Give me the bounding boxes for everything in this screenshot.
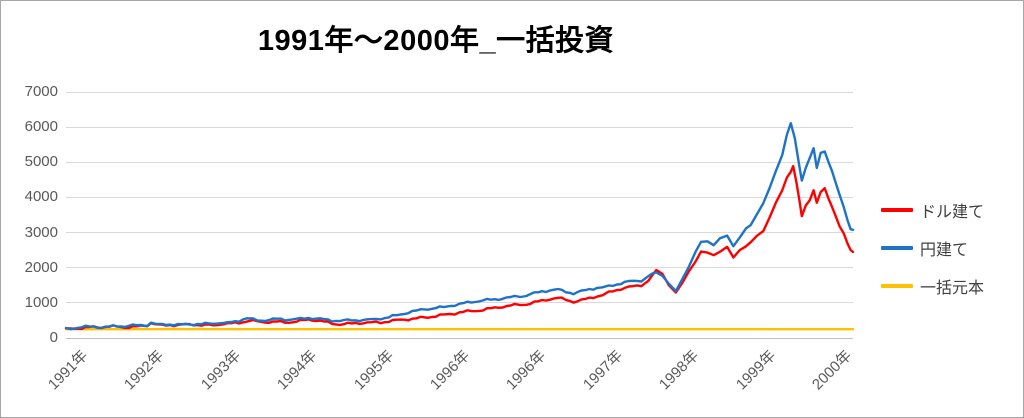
y-tick-label: 4000 <box>24 188 58 206</box>
x-tick-label: 2000年 <box>808 347 856 394</box>
x-tick-label: 1991年 <box>44 347 92 394</box>
x-tick-label: 1999年 <box>732 347 779 394</box>
gridline <box>66 91 853 93</box>
gridline <box>66 196 853 198</box>
series-lines <box>64 122 855 331</box>
legend-item-label: ドル建て <box>920 204 985 221</box>
gridline <box>66 232 853 234</box>
y-tick-label: 7000 <box>24 83 58 100</box>
gridline <box>66 161 853 163</box>
legend-line-swatch <box>881 208 913 212</box>
y-tick-label: 5000 <box>24 153 58 171</box>
x-tick-label: 1994年 <box>274 347 321 394</box>
y-tick-label: 2000 <box>24 258 58 276</box>
x-axis-line <box>66 337 853 339</box>
y-tick-label: 6000 <box>24 118 58 136</box>
legend-item: 一括元本 <box>881 275 1021 297</box>
x-tick-label: 1995年 <box>350 347 397 394</box>
x-tick-label: 1993年 <box>197 347 244 394</box>
legend-item-label: 円建て <box>920 242 969 259</box>
legend-item: ドル建て <box>881 199 1021 221</box>
legend: ドル建て円建て一括元本 <box>881 199 1021 313</box>
x-tick-label: 1996年 <box>503 347 550 394</box>
x-tick-label: 1997年 <box>579 347 626 394</box>
legend-item: 円建て <box>881 237 1021 259</box>
gridline <box>66 126 853 128</box>
legend-item-label: 一括元本 <box>920 280 985 297</box>
y-tick-label: 1000 <box>24 293 58 311</box>
legend-line-swatch <box>881 246 913 250</box>
legend-line-swatch <box>881 284 913 288</box>
x-tick-label: 1998年 <box>656 347 703 394</box>
gridline <box>66 267 853 269</box>
x-tick-label: 1992年 <box>121 347 168 394</box>
y-tick-label: 3000 <box>24 223 58 241</box>
x-tick-label: 1996年 <box>426 347 474 394</box>
series-line-円建て <box>64 122 855 331</box>
chart-title: 1991年～2000年_一括投資 <box>257 25 615 57</box>
y-tick-label: 0 <box>49 329 58 346</box>
plot-area <box>64 91 855 339</box>
